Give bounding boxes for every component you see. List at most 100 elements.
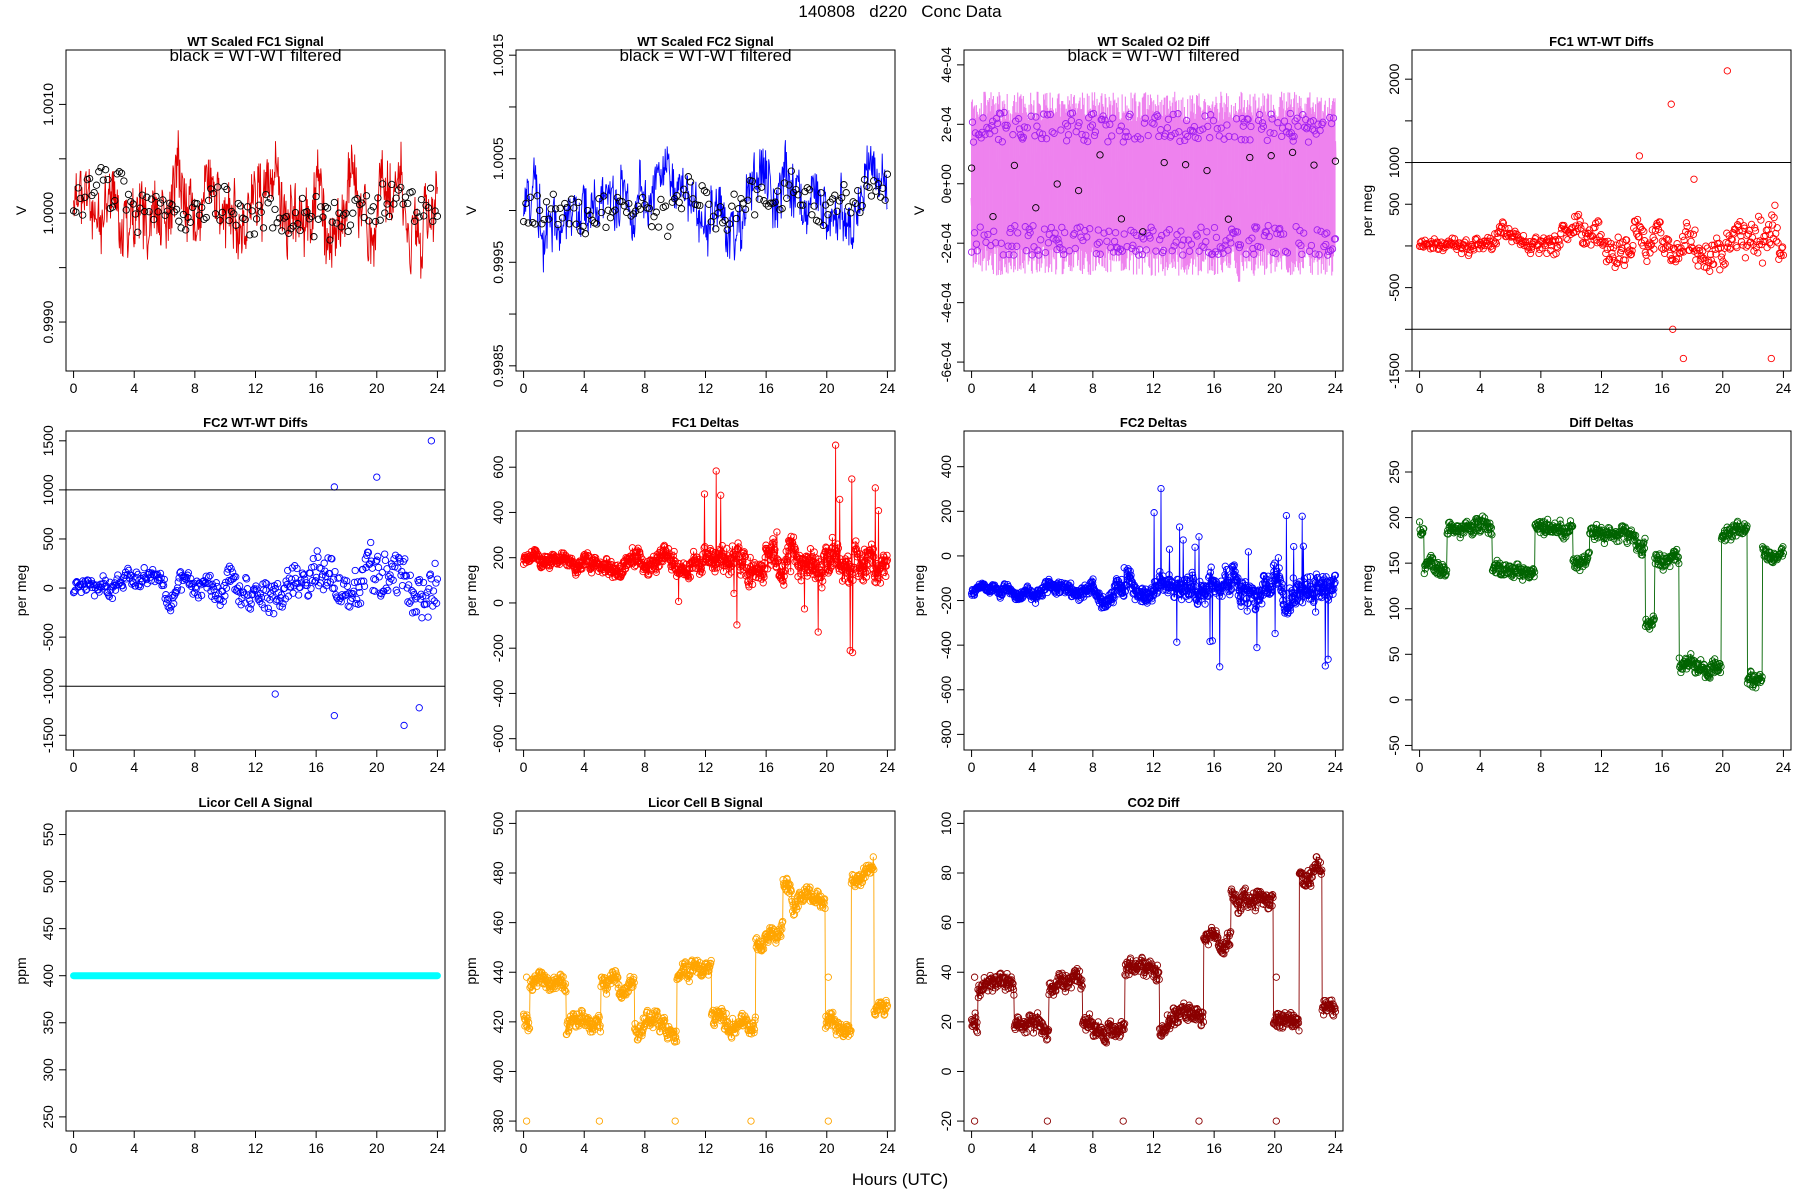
data-point — [1270, 129, 1278, 138]
data-point — [79, 211, 87, 219]
data-point — [1703, 244, 1712, 252]
data-point — [1643, 257, 1651, 266]
chart-title: Licor Cell A Signal — [199, 795, 313, 810]
x-tick-label: 4 — [580, 380, 588, 396]
data-point — [422, 600, 431, 608]
data-point — [405, 581, 413, 589]
data-point — [315, 564, 324, 572]
y-tick-label: -400 — [490, 679, 506, 707]
data-point — [535, 206, 544, 215]
data-point — [779, 577, 787, 585]
data-point — [335, 209, 343, 217]
data-point — [1081, 226, 1089, 235]
data-point — [189, 590, 197, 598]
data-point — [778, 576, 786, 585]
data-point — [849, 576, 857, 584]
data-point — [723, 226, 731, 234]
chart-panel-fc2-deltas: 0 4 8 12 16 20 24 -800 -600 -400 -200 0 200 400 per me… — [911, 415, 1344, 775]
data-point — [278, 603, 286, 611]
data-point — [1165, 571, 1173, 579]
y-tick-label: -2e-04 — [938, 223, 954, 264]
data-point — [833, 540, 842, 548]
data-point — [1250, 250, 1258, 258]
x-tick-label: 16 — [758, 380, 774, 396]
data-point — [269, 224, 277, 232]
data-point — [1189, 574, 1198, 583]
data-point — [525, 1024, 534, 1033]
data-point — [236, 202, 245, 210]
data-point — [791, 545, 800, 554]
data-point — [1157, 126, 1165, 134]
data-point — [115, 168, 123, 176]
data-point — [1223, 121, 1231, 129]
data-point — [1322, 240, 1330, 249]
data-point — [1768, 221, 1777, 229]
data-point — [1206, 568, 1215, 577]
y-axis-label: per meg — [911, 565, 927, 616]
data-point — [374, 563, 383, 572]
data-point — [1688, 661, 1696, 669]
data-point — [871, 484, 879, 492]
data-point — [1129, 241, 1137, 249]
series-wt-wt-filtered — [519, 167, 892, 240]
data-point — [627, 212, 635, 220]
data-point — [114, 571, 122, 579]
data-point — [310, 563, 318, 571]
data-point — [1027, 112, 1035, 120]
data-point — [1256, 243, 1265, 251]
data-point — [638, 193, 647, 202]
series-wt-wt-filtered — [69, 163, 442, 244]
x-tick-label: 12 — [1594, 380, 1610, 396]
data-point — [1268, 583, 1276, 591]
data-point — [805, 186, 814, 194]
data-point — [1661, 244, 1670, 252]
data-point — [1126, 574, 1135, 582]
data-point — [1258, 600, 1266, 608]
outlier-point — [1723, 67, 1731, 75]
data-point — [1301, 123, 1309, 131]
x-tick-label: 4 — [130, 1140, 138, 1156]
y-tick-label: -1500 — [1386, 353, 1402, 389]
data-point — [1202, 238, 1210, 246]
data-point — [1315, 251, 1323, 259]
data-point — [1319, 118, 1327, 126]
data-point — [360, 213, 368, 222]
data-point — [770, 549, 779, 557]
data-point — [634, 544, 642, 552]
data-point — [1556, 520, 1565, 528]
data-point — [270, 610, 278, 618]
data-point — [993, 119, 1002, 128]
data-point — [1011, 222, 1019, 230]
data-point — [252, 582, 260, 590]
data-point — [257, 208, 265, 216]
data-point — [770, 538, 778, 546]
data-point — [1709, 260, 1718, 268]
data-point — [1290, 132, 1298, 141]
data-point — [1194, 134, 1202, 143]
data-point — [1607, 239, 1615, 248]
data-point — [725, 570, 733, 579]
data-point — [1218, 592, 1226, 600]
data-point — [625, 199, 633, 208]
data-point — [1670, 547, 1679, 555]
data-point — [604, 206, 612, 214]
data-point — [405, 599, 414, 607]
data-point — [711, 568, 719, 576]
data-point — [322, 582, 331, 590]
data-point — [1003, 121, 1011, 130]
data-point — [398, 567, 406, 576]
data-point — [1133, 231, 1141, 240]
data-point — [370, 575, 378, 583]
data-point — [1600, 239, 1608, 247]
outlier-point — [1635, 152, 1644, 160]
data-point — [1330, 580, 1338, 588]
data-point — [1737, 238, 1746, 246]
data-point — [611, 206, 619, 214]
data-point — [602, 223, 610, 232]
data-point — [1237, 136, 1245, 144]
data-point — [579, 222, 587, 231]
data-point — [1238, 114, 1246, 123]
data-point — [324, 554, 332, 562]
data-point — [1179, 251, 1187, 259]
data-point — [163, 595, 172, 604]
